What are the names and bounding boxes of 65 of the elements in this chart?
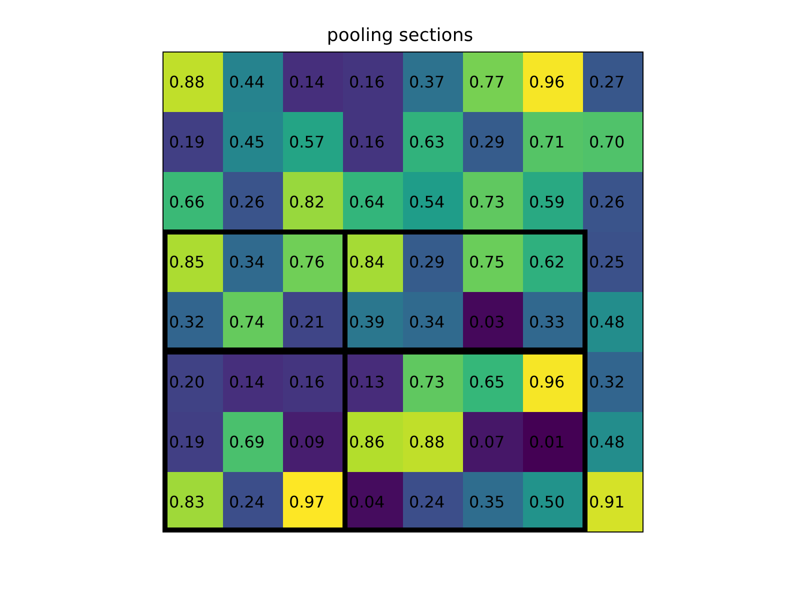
data-label: 0.77 (469, 72, 505, 92)
data-label: 0.24 (229, 492, 265, 512)
data-label: 0.65 (469, 372, 505, 392)
data-label: 0.63 (409, 132, 445, 152)
data-label: 0.44 (229, 72, 265, 92)
data-label: 0.19 (169, 132, 205, 152)
data-label: 0.86 (349, 432, 385, 452)
data-label: 0.50 (529, 492, 565, 512)
data-label: 0.97 (289, 492, 325, 512)
data-label: 0.96 (529, 72, 565, 92)
data-label: 0.25 (589, 252, 625, 272)
data-label: 0.39 (349, 312, 385, 332)
data-label: 0.21 (289, 312, 325, 332)
data-label: 0.73 (469, 192, 505, 212)
data-label: 0.62 (529, 252, 565, 272)
data-label: 0.14 (229, 372, 265, 392)
data-label: 0.69 (229, 432, 265, 452)
data-label: 0.85 (169, 252, 205, 272)
data-label: 0.16 (349, 132, 385, 152)
data-label: 0.75 (469, 252, 505, 272)
data-label: 0.34 (229, 252, 265, 272)
data-label: 0.91 (589, 492, 625, 512)
data-label: 0.27 (589, 72, 625, 92)
data-label: 0.14 (289, 72, 325, 92)
data-label: 0.34 (409, 312, 445, 332)
data-label: 0.16 (289, 372, 325, 392)
data-label: 0.29 (469, 132, 505, 152)
data-label: 0.88 (409, 432, 445, 452)
data-label: 0.13 (349, 372, 385, 392)
data-label: 0.73 (409, 372, 445, 392)
data-label: 0.54 (409, 192, 445, 212)
data-label: 0.03 (469, 312, 505, 332)
data-label: 0.48 (589, 312, 625, 332)
data-label: 0.04 (349, 492, 385, 512)
data-label: 0.64 (349, 192, 385, 212)
data-label: 0.48 (589, 432, 625, 452)
data-label: 0.32 (589, 372, 625, 392)
data-label: 0.70 (589, 132, 625, 152)
chart-title: pooling sections (326, 25, 474, 46)
data-label: 0.01 (529, 432, 565, 452)
data-label: 0.09 (289, 432, 325, 452)
data-label: 0.32 (169, 312, 205, 332)
data-label: 0.24 (409, 492, 445, 512)
data-label: 0.57 (289, 132, 325, 152)
data-label: 0.35 (469, 492, 505, 512)
data-label: 0.66 (169, 192, 205, 212)
data-label: 0.45 (229, 132, 265, 152)
data-label: 0.37 (409, 72, 445, 92)
data-label: 0.33 (529, 312, 565, 332)
data-label: 0.74 (229, 312, 265, 332)
data-label: 0.07 (469, 432, 505, 452)
data-label: 0.29 (409, 252, 445, 272)
data-label: 0.84 (349, 252, 385, 272)
data-label: 0.76 (289, 252, 325, 272)
data-label: 0.71 (529, 132, 565, 152)
data-label: 0.59 (529, 192, 565, 212)
data-label: 0.88 (169, 72, 205, 92)
data-label: 0.96 (529, 372, 565, 392)
data-label: 0.83 (169, 492, 205, 512)
data-label: 0.26 (589, 192, 625, 212)
data-label: 0.26 (229, 192, 265, 212)
data-label: 0.82 (289, 192, 325, 212)
data-label: 0.19 (169, 432, 205, 452)
data-label: 0.16 (349, 72, 385, 92)
data-label: 0.20 (169, 372, 205, 392)
